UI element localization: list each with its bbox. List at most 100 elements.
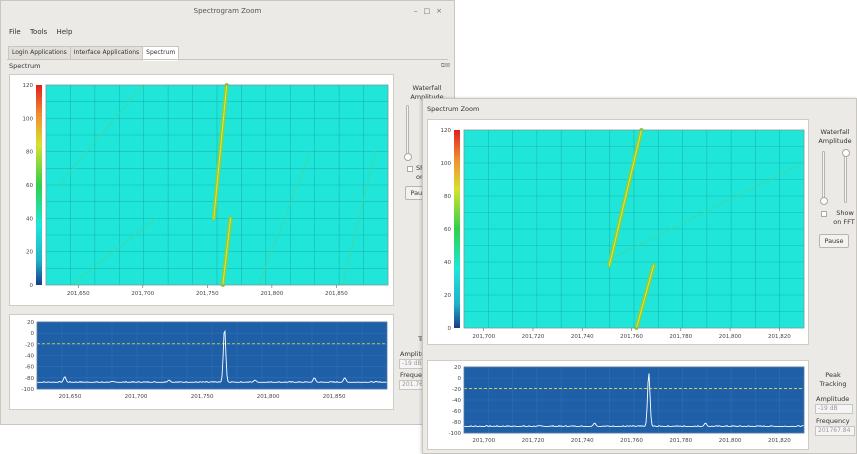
x-tick-label: 201,750	[191, 394, 214, 400]
y-tick-label: -60	[25, 365, 34, 371]
zoom-waterfall-chart[interactable]: 0 20 40 60 80 100 120 201,700 201,720 201,740 201,…	[428, 120, 808, 344]
y-tick-label: -80	[25, 376, 34, 382]
zoom-on-fft-label: on FFT	[833, 218, 855, 226]
y-tick-label: 80	[444, 194, 451, 200]
y-tick-label: -40	[25, 354, 34, 360]
zoom-amplitude-slider-track-2[interactable]	[844, 151, 847, 203]
signal-trace	[71, 217, 157, 286]
y-tick-label: 20	[27, 320, 34, 326]
y-tick-label: -100	[22, 387, 35, 393]
y-tick-label: 40	[444, 260, 451, 266]
x-tick-label: 201,650	[67, 291, 90, 297]
y-tick-label: 80	[26, 150, 33, 156]
y-tick-label: 0	[458, 376, 462, 382]
zoom-waterfall-plot-panel: 0 20 40 60 80 100 120 201,700 201,720 201,740 201,…	[427, 119, 809, 345]
minimize-icon[interactable]: –	[414, 7, 424, 15]
spectrum-zoom-window: Spectrum Zoom 0 20 40 60 80 100 120 201,700 201,…	[422, 98, 857, 454]
show-on-fft-label-1: Sh	[416, 164, 425, 172]
signal-trace-core	[213, 84, 228, 219]
zoom-waterfall-label: Waterfall	[820, 128, 850, 136]
y-tick-label: 20	[454, 365, 461, 371]
window-controls: –□×	[414, 7, 448, 15]
plot-frame	[463, 366, 805, 434]
y-tick-label: 60	[26, 183, 33, 189]
zoom-show-label: Show	[836, 209, 854, 217]
y-tick-label: 0	[30, 283, 34, 289]
zoom-amplitude-slider-track-1[interactable]	[822, 151, 825, 203]
zoom-tracking-label: Tracking	[819, 380, 847, 388]
tab-interface-applications[interactable]: Interface Applications	[69, 46, 144, 60]
menu-file[interactable]: File	[9, 28, 21, 36]
show-on-fft-checkbox[interactable]	[407, 166, 413, 172]
menu-tools[interactable]: Tools	[29, 28, 48, 36]
zoom-peak-frequency-label: Frequency	[816, 417, 850, 425]
x-tick-label: 201,800	[260, 291, 283, 297]
signal-trace-core	[635, 264, 655, 329]
colorbar	[36, 85, 42, 285]
zoom-amplitude-slider-knob-2[interactable]	[842, 149, 850, 157]
x-tick-label: 201,700	[125, 394, 148, 400]
x-tick-label: 201,760	[620, 334, 643, 340]
close-icon[interactable]: ×	[436, 7, 448, 15]
zoom-show-on-fft-checkbox[interactable]	[821, 211, 827, 217]
x-tick-label: 201,700	[472, 334, 495, 340]
menu-help[interactable]: Help	[56, 28, 73, 36]
x-tick-label: 201,780	[669, 438, 692, 444]
x-tick-label: 201,740	[571, 438, 594, 444]
x-tick-label: 201,780	[669, 334, 692, 340]
signal-trace-core	[608, 129, 642, 266]
y-tick-label: 40	[26, 216, 33, 222]
signal-trace	[342, 151, 376, 286]
amplitude-label: Amplitude	[410, 93, 444, 101]
waterfall-plot-panel: 0 20 40 60 80 100 120 201,650 201,700 201,750 201,…	[9, 74, 394, 306]
y-tick-label: -40	[452, 398, 461, 404]
waterfall-label: Waterfall	[412, 84, 442, 92]
y-tick-label: -20	[25, 342, 34, 348]
x-tick-label: 201,720	[522, 334, 545, 340]
x-tick-label: 201,850	[325, 291, 348, 297]
x-tick-label: 201,820	[768, 334, 791, 340]
window-title: Spectrogram Zoom	[193, 7, 262, 15]
y-tick-label: 100	[23, 116, 34, 122]
zoom-peak-amplitude-field: -19 dB	[815, 404, 853, 414]
x-tick-label: 201,800	[257, 394, 280, 400]
x-tick-label: 201,800	[719, 438, 742, 444]
y-tick-label: -60	[452, 409, 461, 415]
spectrogram-window: Spectrogram Zoom –□× File Tools Help Log…	[0, 0, 455, 425]
waterfall-chart[interactable]: 0 20 40 60 80 100 120 201,650 201,700 201,750 201,…	[10, 75, 393, 305]
title-bar[interactable]: Spectrogram Zoom –□×	[1, 1, 454, 23]
spectrum-line	[36, 329, 387, 383]
signal-trace	[58, 84, 144, 186]
zoom-pause-button[interactable]: Pause	[819, 234, 849, 248]
x-tick-label: 201,700	[472, 438, 495, 444]
amplitude-slider-knob[interactable]	[404, 153, 412, 161]
tab-bar: Login Applications Interface Application…	[8, 46, 180, 61]
maximize-icon[interactable]: □	[423, 7, 437, 15]
x-tick-label: 201,650	[59, 394, 82, 400]
zoom-spectrum-chart[interactable]: -100 -80 -60 -40 -20 0 20 201,700 201,720 201,740…	[428, 361, 808, 449]
tab-login-applications[interactable]: Login Applications	[8, 46, 71, 60]
x-tick-label: 201,750	[196, 291, 219, 297]
signal-trace	[258, 151, 312, 286]
plot-frame	[36, 321, 388, 390]
zoom-peak-label: Peak	[825, 371, 841, 379]
amplitude-slider-track[interactable]	[406, 105, 409, 159]
x-tick-label: 201,700	[131, 291, 154, 297]
panel-title: Spectrum	[9, 62, 41, 70]
plot-frame	[45, 84, 389, 286]
y-tick-label: 20	[26, 250, 33, 256]
panel-dock-icon[interactable]: ⧉⊠	[440, 62, 450, 69]
y-tick-label: 20	[444, 293, 451, 299]
x-tick-label: 201,800	[719, 334, 742, 340]
peak-amplitude-label: Amplitu	[400, 350, 426, 358]
tab-divider	[7, 59, 448, 60]
menu-bar: File Tools Help	[9, 28, 79, 36]
y-tick-label: 0	[448, 326, 452, 332]
zoom-amplitude-slider-knob-1[interactable]	[820, 197, 828, 205]
tab-spectrum[interactable]: Spectrum	[142, 46, 180, 61]
zoom-window-title[interactable]: Spectrum Zoom	[427, 105, 480, 113]
zoom-spectrum-plot-panel: -100 -80 -60 -40 -20 0 20 201,700 201,720 201,740…	[427, 360, 809, 450]
spectrum-chart[interactable]: -100 -80 -60 -40 -20 0 20 201,650 201,700 201,750…	[10, 315, 393, 409]
plot-frame	[463, 129, 805, 329]
show-on-fft-label-2: or	[416, 173, 423, 181]
